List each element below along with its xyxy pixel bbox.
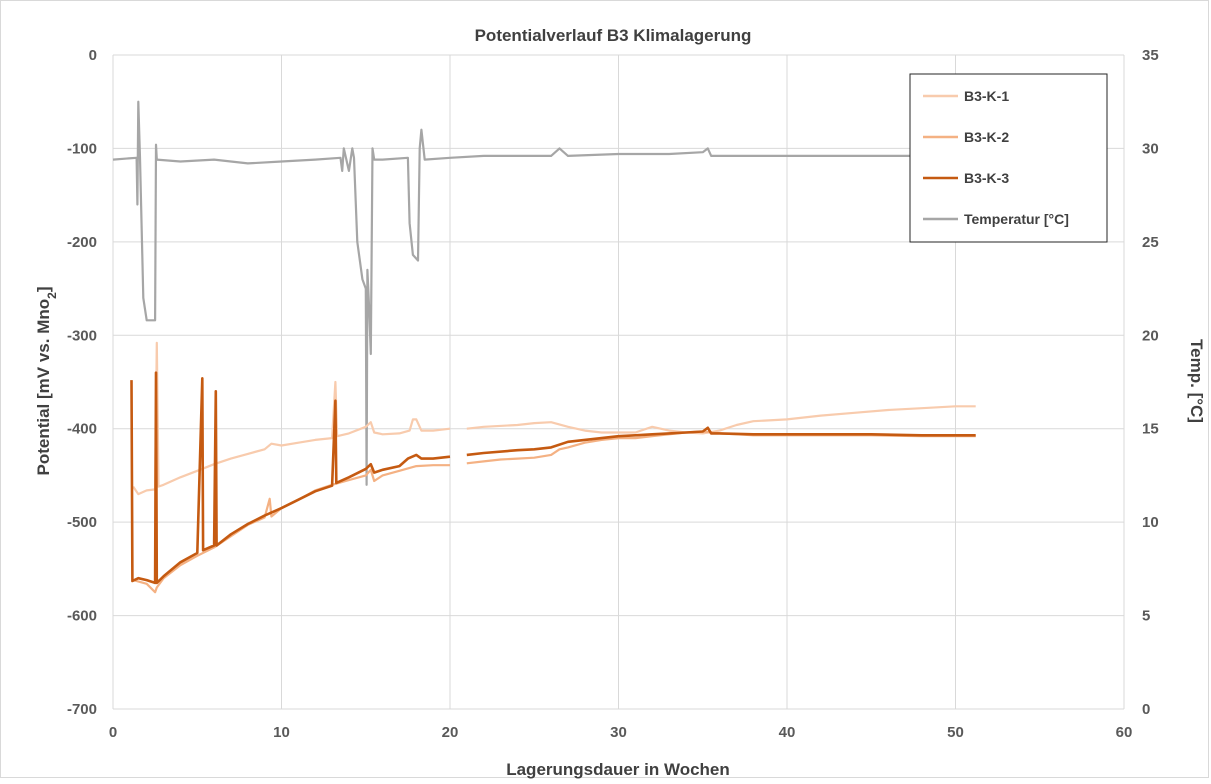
grid-layer xyxy=(112,54,1125,710)
y-tick-label: -200 xyxy=(67,234,97,251)
y2-tick-label: 25 xyxy=(1142,234,1159,251)
y-tick-label: -300 xyxy=(67,327,97,344)
y-axis-label: Potential [mV vs. Mno2] xyxy=(34,287,59,476)
y-tick-label: -400 xyxy=(67,421,97,438)
legend-entry: B3-K-1 xyxy=(964,88,1009,104)
y-tick-label: -700 xyxy=(67,701,97,718)
y-tick-label: -500 xyxy=(67,514,97,531)
y2-tick-label: 10 xyxy=(1142,514,1159,531)
legend-entry: Temperatur [°C] xyxy=(964,211,1069,227)
x-tick-label: 30 xyxy=(610,724,627,741)
legend: B3-K-1 B3-K-2 B3-K-3 Temperatur [°C] xyxy=(909,73,1108,243)
legend-box xyxy=(909,73,1108,243)
series-line-3 xyxy=(130,371,976,585)
y-axis-label-main: Potential [mV vs. Mno xyxy=(34,299,53,476)
legend-entry: B3-K-3 xyxy=(964,170,1009,186)
x-tick-label: 60 xyxy=(1116,724,1133,741)
y2-tick-label: 0 xyxy=(1142,701,1150,718)
y-tick-label: 0 xyxy=(89,47,97,64)
y-tick-label: -100 xyxy=(67,140,97,157)
y-tick-label: -600 xyxy=(67,608,97,625)
series-line-4 xyxy=(112,100,976,486)
series-layer xyxy=(112,100,976,594)
legend-entry: B3-K-2 xyxy=(964,129,1009,145)
x-tick-label: 50 xyxy=(947,724,964,741)
y2-tick-label: 20 xyxy=(1142,327,1159,344)
y2-tick-label: 5 xyxy=(1142,608,1150,625)
y2-axis-label: Temp. [°C] xyxy=(1187,339,1206,423)
x-tick-label: 40 xyxy=(779,724,796,741)
series-line-1 xyxy=(132,341,976,496)
y-axis-label-subscript: 2 xyxy=(45,292,59,299)
x-axis-label: Lagerungsdauer in Wochen xyxy=(506,760,730,779)
x-tick-label: 10 xyxy=(273,724,290,741)
chart-title: Potentialverlauf B3 Klimalagerung xyxy=(475,26,752,45)
series-line-2 xyxy=(132,430,976,594)
x-tick-label: 20 xyxy=(442,724,459,741)
y2-tick-label: 15 xyxy=(1142,421,1159,438)
x-tick-label: 0 xyxy=(109,724,117,741)
y2-tick-label: 35 xyxy=(1142,47,1159,64)
y2-tick-label: 30 xyxy=(1142,140,1159,157)
y-axis-label-close: ] xyxy=(34,287,53,293)
